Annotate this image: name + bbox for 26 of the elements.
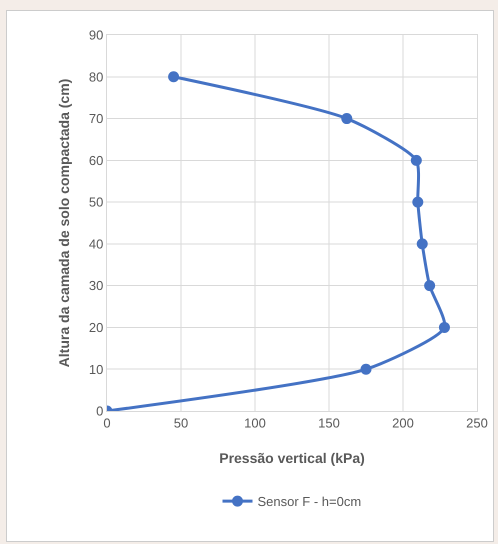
- y-tick-label: 90: [88, 28, 104, 43]
- x-tick-label: 250: [466, 416, 488, 431]
- y-axis-title: Altura da camada de solo compactada (cm): [56, 78, 72, 368]
- y-tick-label: 20: [88, 320, 104, 335]
- legend-label: Sensor F - h=0cm: [258, 494, 362, 510]
- x-axis-title: Pressão vertical (kPa): [219, 450, 365, 466]
- y-tick-label: 60: [88, 152, 104, 168]
- x-tick-label: 100: [244, 416, 266, 431]
- point: [424, 280, 436, 292]
- y-tick-label: 40: [88, 236, 104, 252]
- x-tick-label: 50: [174, 416, 188, 431]
- x-tick-label: 150: [318, 416, 340, 431]
- point: [360, 364, 372, 375]
- point: [412, 196, 424, 208]
- point: [341, 113, 352, 124]
- y-tick-label: 70: [88, 111, 104, 126]
- y-tick-label: 0: [96, 404, 104, 419]
- y-tick-label: 30: [88, 278, 104, 294]
- point: [438, 322, 450, 333]
- y-tick-label: 50: [88, 194, 104, 210]
- y-tick-label: 10: [88, 362, 104, 377]
- point: [416, 238, 428, 250]
- x-tick-label: 200: [392, 416, 414, 431]
- point: [410, 154, 422, 166]
- y-tick-label: 80: [88, 69, 104, 84]
- point: [168, 71, 180, 82]
